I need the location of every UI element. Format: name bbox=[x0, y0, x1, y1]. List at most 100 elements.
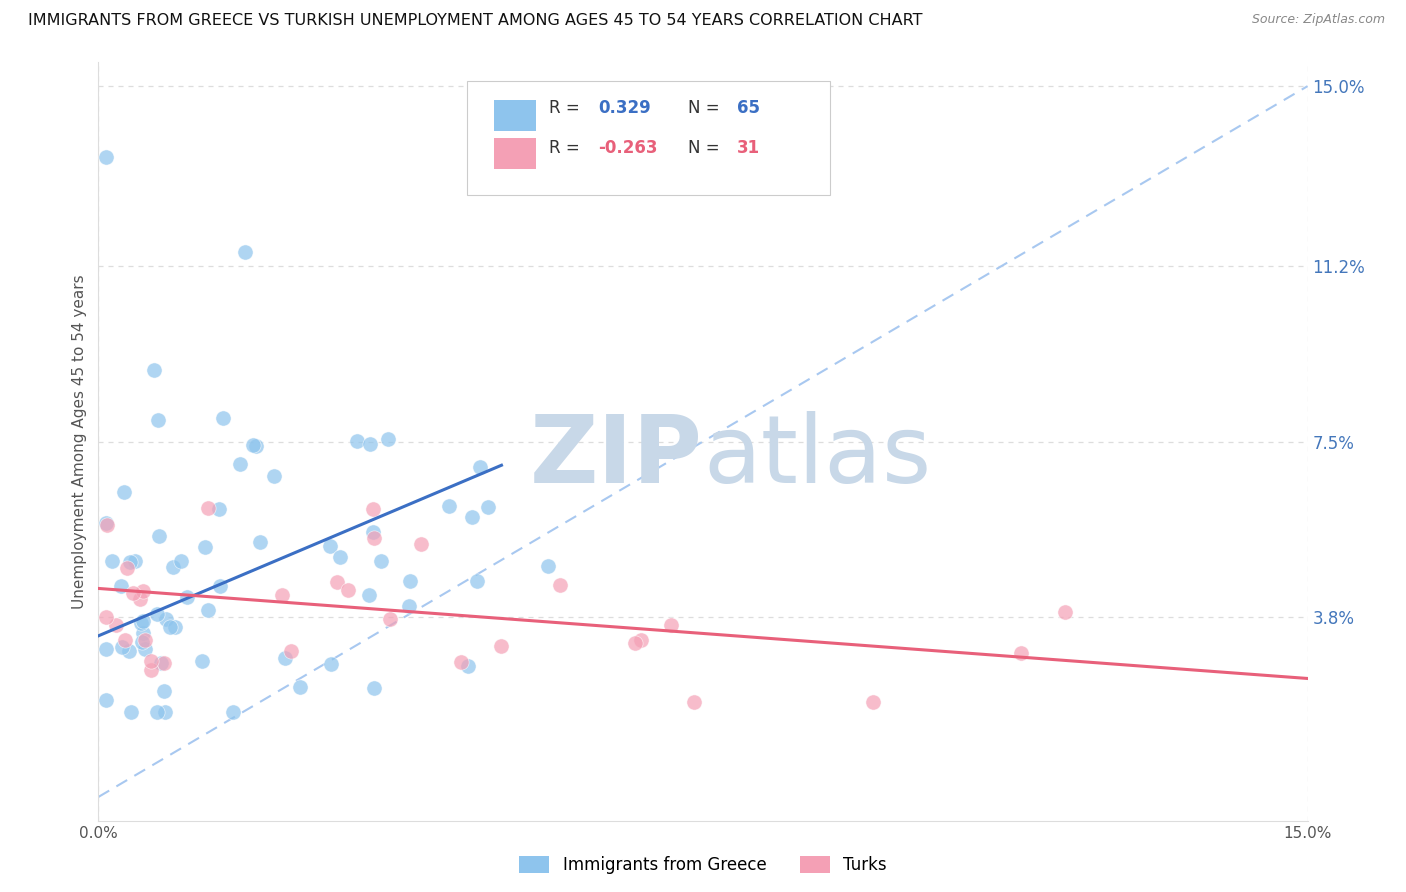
Point bbox=[96, 641, 118, 656]
Point bbox=[155, 612, 177, 626]
Point bbox=[145, 607, 167, 622]
Point bbox=[537, 559, 560, 574]
Point bbox=[229, 457, 252, 471]
Point bbox=[359, 437, 381, 451]
Point bbox=[319, 657, 342, 671]
Text: N =: N = bbox=[689, 99, 725, 117]
Text: N =: N = bbox=[689, 139, 725, 157]
Point bbox=[162, 559, 184, 574]
Point bbox=[233, 244, 256, 259]
Point bbox=[439, 500, 461, 514]
Point bbox=[194, 540, 217, 554]
Text: R =: R = bbox=[550, 139, 585, 157]
Point bbox=[630, 632, 652, 647]
Point bbox=[96, 693, 118, 707]
Point bbox=[319, 539, 342, 553]
Point bbox=[145, 705, 167, 719]
Point bbox=[361, 501, 384, 516]
Point bbox=[378, 612, 401, 626]
Point bbox=[489, 639, 512, 653]
Point bbox=[288, 680, 311, 694]
Bar bbox=[494, 101, 536, 130]
Text: 65: 65 bbox=[737, 99, 759, 117]
Point bbox=[409, 537, 432, 551]
Point bbox=[245, 439, 267, 453]
Point bbox=[329, 549, 352, 564]
Point bbox=[152, 683, 174, 698]
Point bbox=[112, 485, 135, 500]
Point bbox=[132, 584, 155, 599]
Point bbox=[96, 516, 118, 530]
Text: 31: 31 bbox=[737, 139, 761, 157]
Point bbox=[111, 640, 134, 654]
Point bbox=[477, 500, 499, 515]
Text: IMMIGRANTS FROM GREECE VS TURKISH UNEMPLOYMENT AMONG AGES 45 TO 54 YEARS CORRELA: IMMIGRANTS FROM GREECE VS TURKISH UNEMPL… bbox=[28, 13, 922, 29]
Point bbox=[132, 614, 155, 628]
Point bbox=[129, 616, 152, 631]
Point bbox=[139, 654, 162, 668]
Point bbox=[263, 469, 285, 483]
Point bbox=[221, 705, 243, 719]
Point bbox=[155, 705, 177, 719]
Point bbox=[141, 664, 163, 678]
Point bbox=[370, 554, 392, 568]
Point bbox=[359, 588, 381, 602]
Point bbox=[548, 578, 571, 592]
Point bbox=[132, 626, 155, 640]
Point bbox=[150, 656, 173, 670]
Point bbox=[208, 579, 231, 593]
Point bbox=[274, 651, 297, 665]
Point bbox=[1053, 605, 1076, 619]
Point bbox=[114, 632, 136, 647]
Point bbox=[159, 620, 181, 634]
Point bbox=[152, 656, 174, 670]
Point bbox=[197, 603, 219, 617]
Text: R =: R = bbox=[550, 99, 585, 117]
Point bbox=[363, 681, 385, 695]
Point bbox=[129, 591, 152, 606]
Point bbox=[461, 510, 484, 524]
Point bbox=[682, 695, 704, 709]
Point bbox=[104, 618, 127, 632]
Text: Source: ZipAtlas.com: Source: ZipAtlas.com bbox=[1251, 13, 1385, 27]
Text: 0.329: 0.329 bbox=[598, 99, 651, 117]
Text: atlas: atlas bbox=[703, 410, 931, 503]
Point bbox=[134, 633, 156, 648]
Point bbox=[271, 588, 294, 602]
Point bbox=[346, 434, 368, 448]
Point bbox=[120, 705, 142, 719]
Point bbox=[242, 438, 264, 452]
Point bbox=[862, 695, 884, 709]
Point bbox=[211, 410, 233, 425]
Point bbox=[118, 644, 141, 658]
Point bbox=[96, 609, 118, 624]
Point bbox=[623, 636, 645, 650]
Point bbox=[146, 413, 169, 427]
Point bbox=[131, 635, 153, 649]
Point bbox=[377, 432, 399, 446]
Bar bbox=[494, 138, 536, 169]
Point bbox=[450, 656, 472, 670]
Text: ZIP: ZIP bbox=[530, 410, 703, 503]
Y-axis label: Unemployment Among Ages 45 to 54 years: Unemployment Among Ages 45 to 54 years bbox=[72, 274, 87, 609]
Point bbox=[165, 620, 187, 634]
Point bbox=[659, 618, 682, 632]
Point bbox=[398, 599, 420, 613]
Point bbox=[115, 561, 138, 575]
Legend: Immigrants from Greece, Turks: Immigrants from Greece, Turks bbox=[513, 849, 893, 880]
Point bbox=[101, 553, 124, 567]
Point bbox=[1010, 647, 1032, 661]
Point bbox=[118, 555, 141, 569]
Point bbox=[96, 518, 118, 533]
Point bbox=[134, 641, 156, 656]
Point bbox=[176, 591, 198, 605]
Point bbox=[336, 582, 359, 597]
Point bbox=[124, 554, 146, 568]
Point bbox=[143, 363, 166, 377]
Point bbox=[457, 659, 479, 673]
Point bbox=[197, 500, 219, 515]
Point bbox=[169, 554, 191, 568]
Point bbox=[470, 459, 492, 474]
Point bbox=[121, 586, 143, 600]
Point bbox=[280, 644, 302, 658]
